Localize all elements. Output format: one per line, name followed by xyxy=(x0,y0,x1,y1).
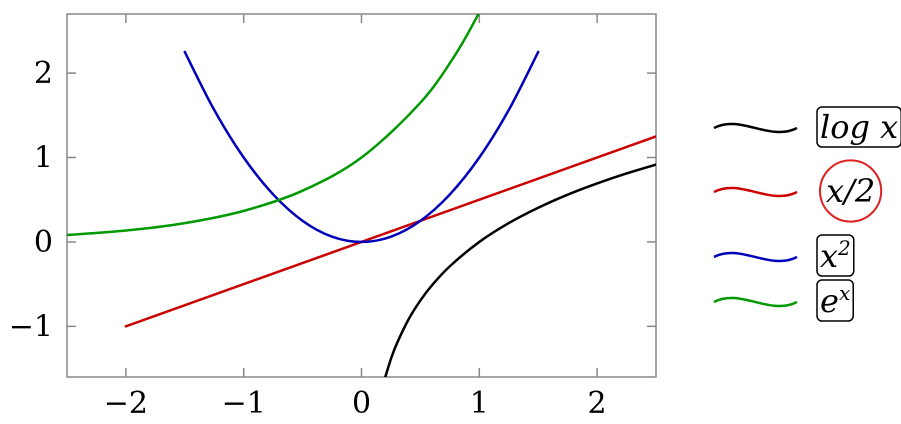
series-line-log-x xyxy=(383,163,656,377)
legend-label-box xyxy=(816,234,855,277)
x-tick-label: 0 xyxy=(352,386,371,421)
legend-swatch xyxy=(713,251,798,263)
x-tick-label: −1 xyxy=(222,386,266,421)
legend-swatch xyxy=(713,122,798,134)
legend-item-x-2: x/2 xyxy=(713,159,883,223)
series-layer xyxy=(67,14,656,377)
x-tick-label: 1 xyxy=(470,386,489,421)
series-line-x-2 xyxy=(183,50,540,244)
legend-item-e-x: ex xyxy=(713,279,854,322)
x-tick-label: 2 xyxy=(588,386,607,421)
x-tick-label: −2 xyxy=(104,386,148,421)
y-tick-label: 1 xyxy=(34,141,53,176)
y-tick-label: 0 xyxy=(34,225,53,260)
legend-swatch xyxy=(713,296,798,308)
legend-item-x-2: x2 xyxy=(713,234,855,277)
legend-label-circle xyxy=(819,159,883,223)
legend: log x x/2 x2 ex xyxy=(713,106,901,322)
legend-swatch xyxy=(713,186,798,198)
legend-label-box xyxy=(816,279,854,322)
y-tick-label: 2 xyxy=(34,56,53,91)
legend-label: log x xyxy=(820,108,898,146)
series-line-x-2 xyxy=(124,135,656,328)
series-line-e-x xyxy=(67,14,480,237)
axis-tick-labels: −2 −1 0 1 2 −1 0 1 2 xyxy=(9,56,607,421)
axis-ticks xyxy=(67,14,656,377)
legend-item-log-x: log x xyxy=(713,106,901,148)
legend-label: x2 xyxy=(820,236,851,275)
legend-label-box xyxy=(816,106,901,148)
legend-label: ex xyxy=(820,281,850,320)
legend-label: x/2 xyxy=(826,172,875,210)
y-tick-label: −1 xyxy=(9,309,53,344)
